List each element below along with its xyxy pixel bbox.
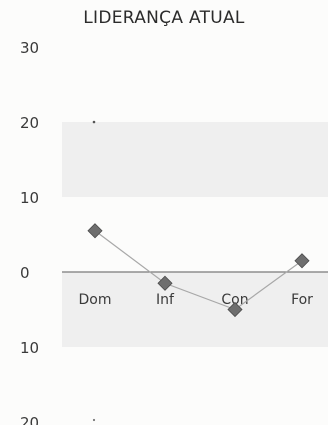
data-point: [227, 301, 243, 318]
axis-dot-bottom: [92, 418, 96, 422]
y-tick-label: 0: [20, 264, 30, 282]
y-tick-label: 10: [20, 339, 39, 357]
band-1: [62, 272, 328, 347]
x-tick-label: Dom: [79, 292, 112, 308]
y-tick-label: 20: [20, 414, 39, 425]
y-tick-label: 20: [20, 114, 39, 132]
y-tick-label: 10: [20, 189, 39, 207]
series-line: [94, 230, 303, 311]
axis-dot-top: [92, 120, 96, 124]
x-tick-label: Inf: [156, 292, 175, 308]
data-point: [157, 275, 173, 291]
y-tick-label: 30: [20, 39, 39, 57]
data-point: [294, 253, 310, 269]
data-point: [87, 223, 103, 239]
chart-title: LIDERANÇA ATUAL: [83, 8, 245, 28]
x-tick-label: For: [291, 292, 313, 308]
band-0: [62, 122, 328, 197]
